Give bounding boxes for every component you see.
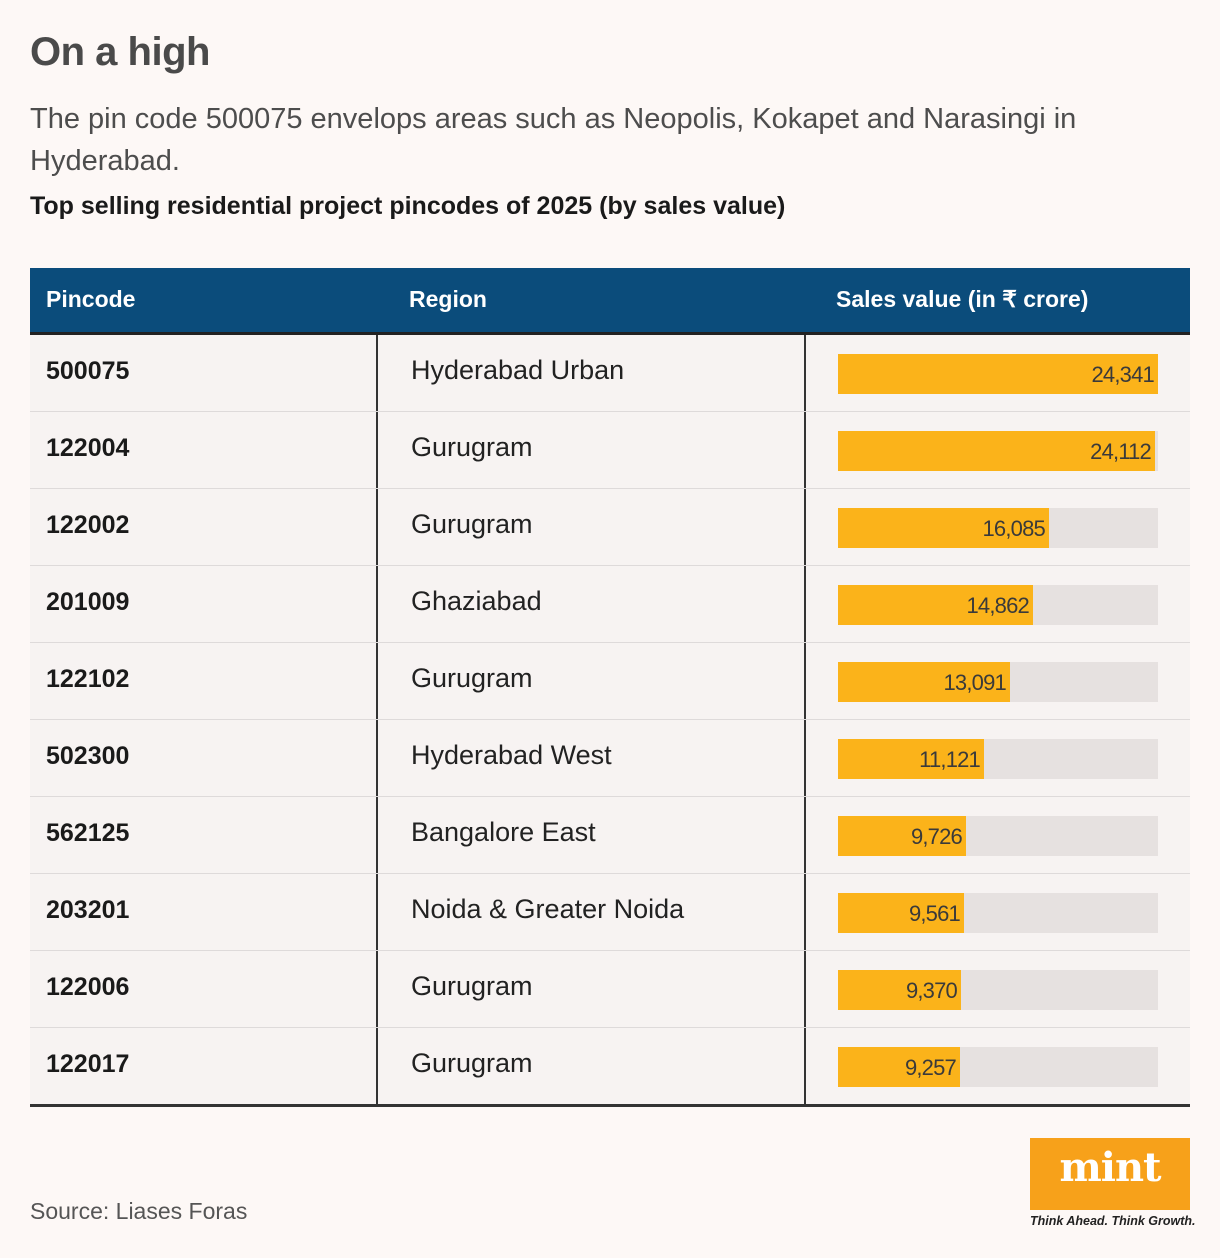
column-divider	[376, 1028, 378, 1104]
sales-bar	[838, 354, 1158, 394]
pincode-cell: 562125	[46, 819, 130, 847]
region-cell: Hyderabad Urban	[411, 355, 625, 385]
sales-bar	[838, 508, 1049, 548]
sales-bar	[838, 739, 984, 779]
sales-bar-track: 24,341	[838, 354, 1158, 394]
column-divider	[376, 951, 378, 1027]
logo-text: mint	[1059, 1144, 1161, 1191]
header-region: Region	[409, 286, 487, 312]
pincode-cell: 502300	[46, 742, 130, 770]
mint-logo: mint	[1030, 1138, 1190, 1210]
sales-bar-track: 9,726	[838, 816, 1158, 856]
sales-bar-track: 13,091	[838, 662, 1158, 702]
table-row: 500075 Hyderabad Urban 24,341	[30, 335, 1190, 412]
column-divider	[804, 489, 806, 565]
pincode-cell: 500075	[46, 357, 130, 385]
sales-value-label: 11,121	[919, 747, 981, 772]
sales-value-label: 9,370	[905, 978, 958, 1003]
chart-subtitle: The pin code 500075 envelops areas such …	[30, 103, 1077, 177]
sales-value-label: 9,561	[908, 901, 961, 926]
column-divider	[804, 797, 806, 873]
sales-bar	[838, 893, 964, 933]
region-cell: Hyderabad West	[411, 740, 612, 770]
sales-bar	[838, 816, 966, 856]
column-divider	[804, 1028, 806, 1104]
region-cell: Gurugram	[411, 509, 533, 539]
column-divider	[376, 874, 378, 950]
table-row: 122002 Gurugram 16,085	[30, 489, 1190, 566]
sales-value-label: 16,085	[982, 516, 1046, 541]
sales-value-label: 9,726	[910, 824, 963, 849]
pincode-cell: 201009	[46, 588, 130, 616]
column-divider	[376, 720, 378, 796]
sales-bar	[838, 1047, 960, 1087]
region-cell: Noida & Greater Noida	[411, 894, 685, 924]
column-divider	[804, 566, 806, 642]
pincode-cell: 122006	[46, 973, 130, 1001]
region-cell: Gurugram	[411, 432, 533, 462]
chart-title: On a high	[30, 30, 210, 74]
pincode-cell: 203201	[46, 896, 130, 924]
source-note: Source: Liases Foras	[30, 1198, 248, 1224]
region-cell: Gurugram	[411, 971, 533, 1001]
table-row: 122004 Gurugram 24,112	[30, 412, 1190, 489]
sales-bar-track: 9,561	[838, 893, 1158, 933]
sales-value-label: 24,112	[1090, 439, 1152, 464]
column-divider	[376, 412, 378, 488]
table-header: Pincode Region Sales value (in ₹ crore)	[30, 268, 1190, 335]
column-divider	[804, 643, 806, 719]
table-row: 201009 Ghaziabad 14,862	[30, 566, 1190, 643]
table-row: 122102 Gurugram 13,091	[30, 643, 1190, 720]
table-row: 502300 Hyderabad West 11,121	[30, 720, 1190, 797]
header-pincode: Pincode	[46, 286, 136, 312]
column-divider	[804, 874, 806, 950]
pincode-cell: 122102	[46, 665, 130, 693]
sales-value-label: 24,341	[1091, 362, 1155, 387]
column-divider	[376, 797, 378, 873]
sales-bar	[838, 585, 1033, 625]
pincode-cell: 122004	[46, 434, 130, 462]
sales-bar-track: 24,112	[838, 431, 1158, 471]
region-cell: Gurugram	[411, 1048, 533, 1078]
sales-value-label: 9,257	[904, 1055, 957, 1080]
table-row: 122017 Gurugram 9,257	[30, 1028, 1190, 1107]
column-divider	[804, 951, 806, 1027]
sales-bar-track: 16,085	[838, 508, 1158, 548]
sales-bar	[838, 662, 1010, 702]
column-divider	[376, 566, 378, 642]
column-divider	[376, 335, 378, 411]
data-table: Pincode Region Sales value (in ₹ crore) …	[30, 268, 1190, 1107]
table-row: 562125 Bangalore East 9,726	[30, 797, 1190, 874]
sales-bar	[838, 431, 1155, 471]
region-cell: Gurugram	[411, 663, 533, 693]
table-row: 203201 Noida & Greater Noida 9,561	[30, 874, 1190, 951]
region-cell: Bangalore East	[411, 817, 596, 847]
region-cell: Ghaziabad	[411, 586, 542, 616]
table-body: 500075 Hyderabad Urban 24,341 122004 Gurugra…	[30, 335, 1190, 1107]
sales-value-label: 14,862	[966, 593, 1030, 618]
sales-value-label: 13,091	[943, 670, 1007, 695]
column-divider	[376, 643, 378, 719]
pincode-cell: 122017	[46, 1050, 130, 1078]
column-divider	[376, 489, 378, 565]
sales-bar-track: 11,121	[838, 739, 1158, 779]
column-divider	[804, 412, 806, 488]
header-sales-value: Sales value (in ₹ crore)	[836, 286, 1089, 312]
column-divider	[804, 720, 806, 796]
table-row: 122006 Gurugram 9,370	[30, 951, 1190, 1028]
sales-bar-track: 9,257	[838, 1047, 1158, 1087]
sales-bar-track: 9,370	[838, 970, 1158, 1010]
sales-bar-track: 14,862	[838, 585, 1158, 625]
logo-tagline: Think Ahead. Think Growth.	[1030, 1214, 1196, 1228]
pincode-cell: 122002	[46, 511, 130, 539]
sales-bar	[838, 970, 961, 1010]
column-divider	[804, 335, 806, 411]
table-title: Top selling residential project pincodes…	[30, 192, 786, 220]
